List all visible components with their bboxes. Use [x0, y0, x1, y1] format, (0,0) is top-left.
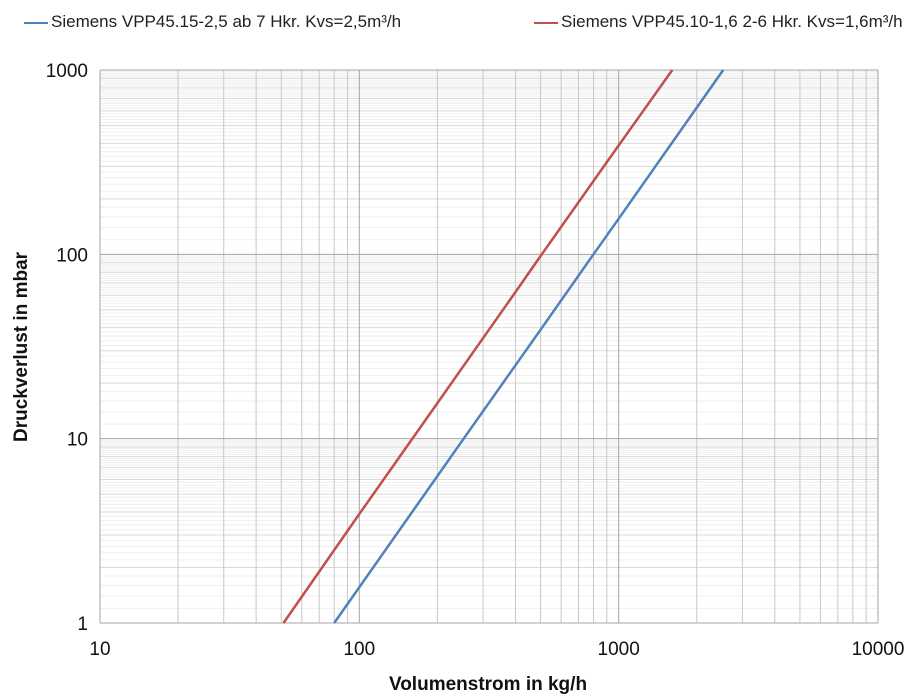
y-tick-label: 10 — [67, 430, 88, 451]
x-axis-title: Volumenstrom in kg/h — [389, 674, 587, 695]
x-tick-label: 10000 — [852, 639, 905, 660]
legend-label-red: Siemens VPP45.10-1,6 2-6 Hkr. Kvs=1,6m³/… — [561, 12, 903, 31]
series-lines — [282, 69, 725, 624]
y-tick-label: 100 — [56, 245, 88, 266]
x-tick-label: 100 — [343, 639, 375, 660]
legend-swatch-blue — [24, 21, 48, 24]
y-axis-title: Druckverlust in mbar — [11, 251, 32, 442]
series-line-1 — [282, 69, 674, 624]
legend-swatch-red — [534, 21, 558, 24]
grid — [99, 69, 879, 624]
x-tick-label: 1000 — [598, 639, 640, 660]
legend-item-red: Siemens VPP45.10-1,6 2-6 Hkr. Kvs=1,6m³/… — [534, 12, 903, 32]
y-tick-label: 1000 — [46, 61, 88, 82]
y-tick-label: 1 — [77, 614, 88, 635]
series-line-0 — [333, 69, 725, 624]
legend-label-blue: Siemens VPP45.15-2,5 ab 7 Hkr. Kvs=2,5m³… — [51, 12, 402, 31]
x-tick-label: 10 — [89, 639, 110, 660]
legend-item-blue: Siemens VPP45.15-2,5 ab 7 Hkr. Kvs=2,5m³… — [24, 12, 401, 32]
